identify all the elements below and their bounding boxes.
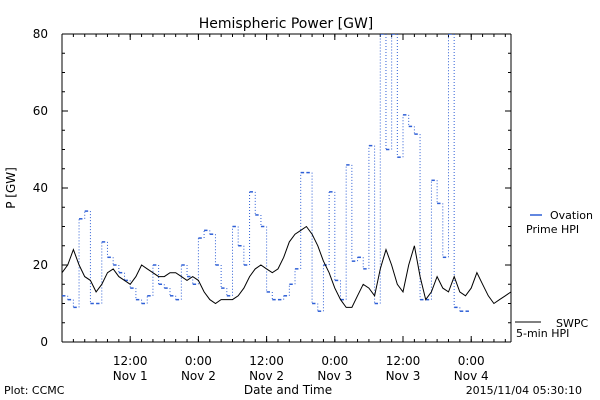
x-tick-label-date: Nov 1 — [113, 369, 148, 383]
footer-right: 2015/11/04 05:30:10 — [466, 384, 582, 397]
x-tick-label-time: 12:00 — [249, 354, 284, 368]
x-tick-label-time: 0:00 — [185, 354, 212, 368]
y-axis-label: P [GW] — [4, 167, 18, 209]
footer-left: Plot: CCMC — [4, 384, 65, 397]
x-axis-label: Date and Time — [244, 383, 332, 397]
y-tick-label: 40 — [33, 181, 48, 195]
y-tick-label: 80 — [33, 27, 48, 41]
x-tick-label-time: 0:00 — [458, 354, 485, 368]
x-tick-label-time: 12:00 — [113, 354, 148, 368]
series-ovation — [62, 34, 469, 312]
legend: Ovation Prime HPI SWPC 5-min HPI — [515, 209, 593, 340]
swpc-line — [62, 225, 511, 308]
series-layer — [62, 34, 511, 312]
y-tick-label: 0 — [40, 335, 48, 349]
series-swpc — [62, 225, 511, 308]
y-tick-label: 20 — [33, 258, 48, 272]
x-tick-label-date: Nov 3 — [317, 369, 352, 383]
y-tick-label: 60 — [33, 104, 48, 118]
x-tick-label-time: 0:00 — [321, 354, 348, 368]
x-tick-label-time: 12:00 — [386, 354, 421, 368]
x-tick-label-date: Nov 2 — [249, 369, 284, 383]
x-tick-label-date: Nov 2 — [181, 369, 216, 383]
legend-ovation-line1: Ovation — [550, 209, 593, 222]
legend-ovation-line2: Prime HPI — [526, 223, 579, 236]
legend-swpc-line2: 5-min HPI — [516, 327, 569, 340]
x-tick-label-date: Nov 3 — [386, 369, 421, 383]
y-axis: 0 20 40 60 80 — [33, 27, 511, 349]
chart-title: Hemispheric Power [GW] — [199, 16, 374, 32]
x-tick-label-date: Nov 4 — [454, 369, 489, 383]
legend-swpc-line1: SWPC — [556, 317, 588, 330]
